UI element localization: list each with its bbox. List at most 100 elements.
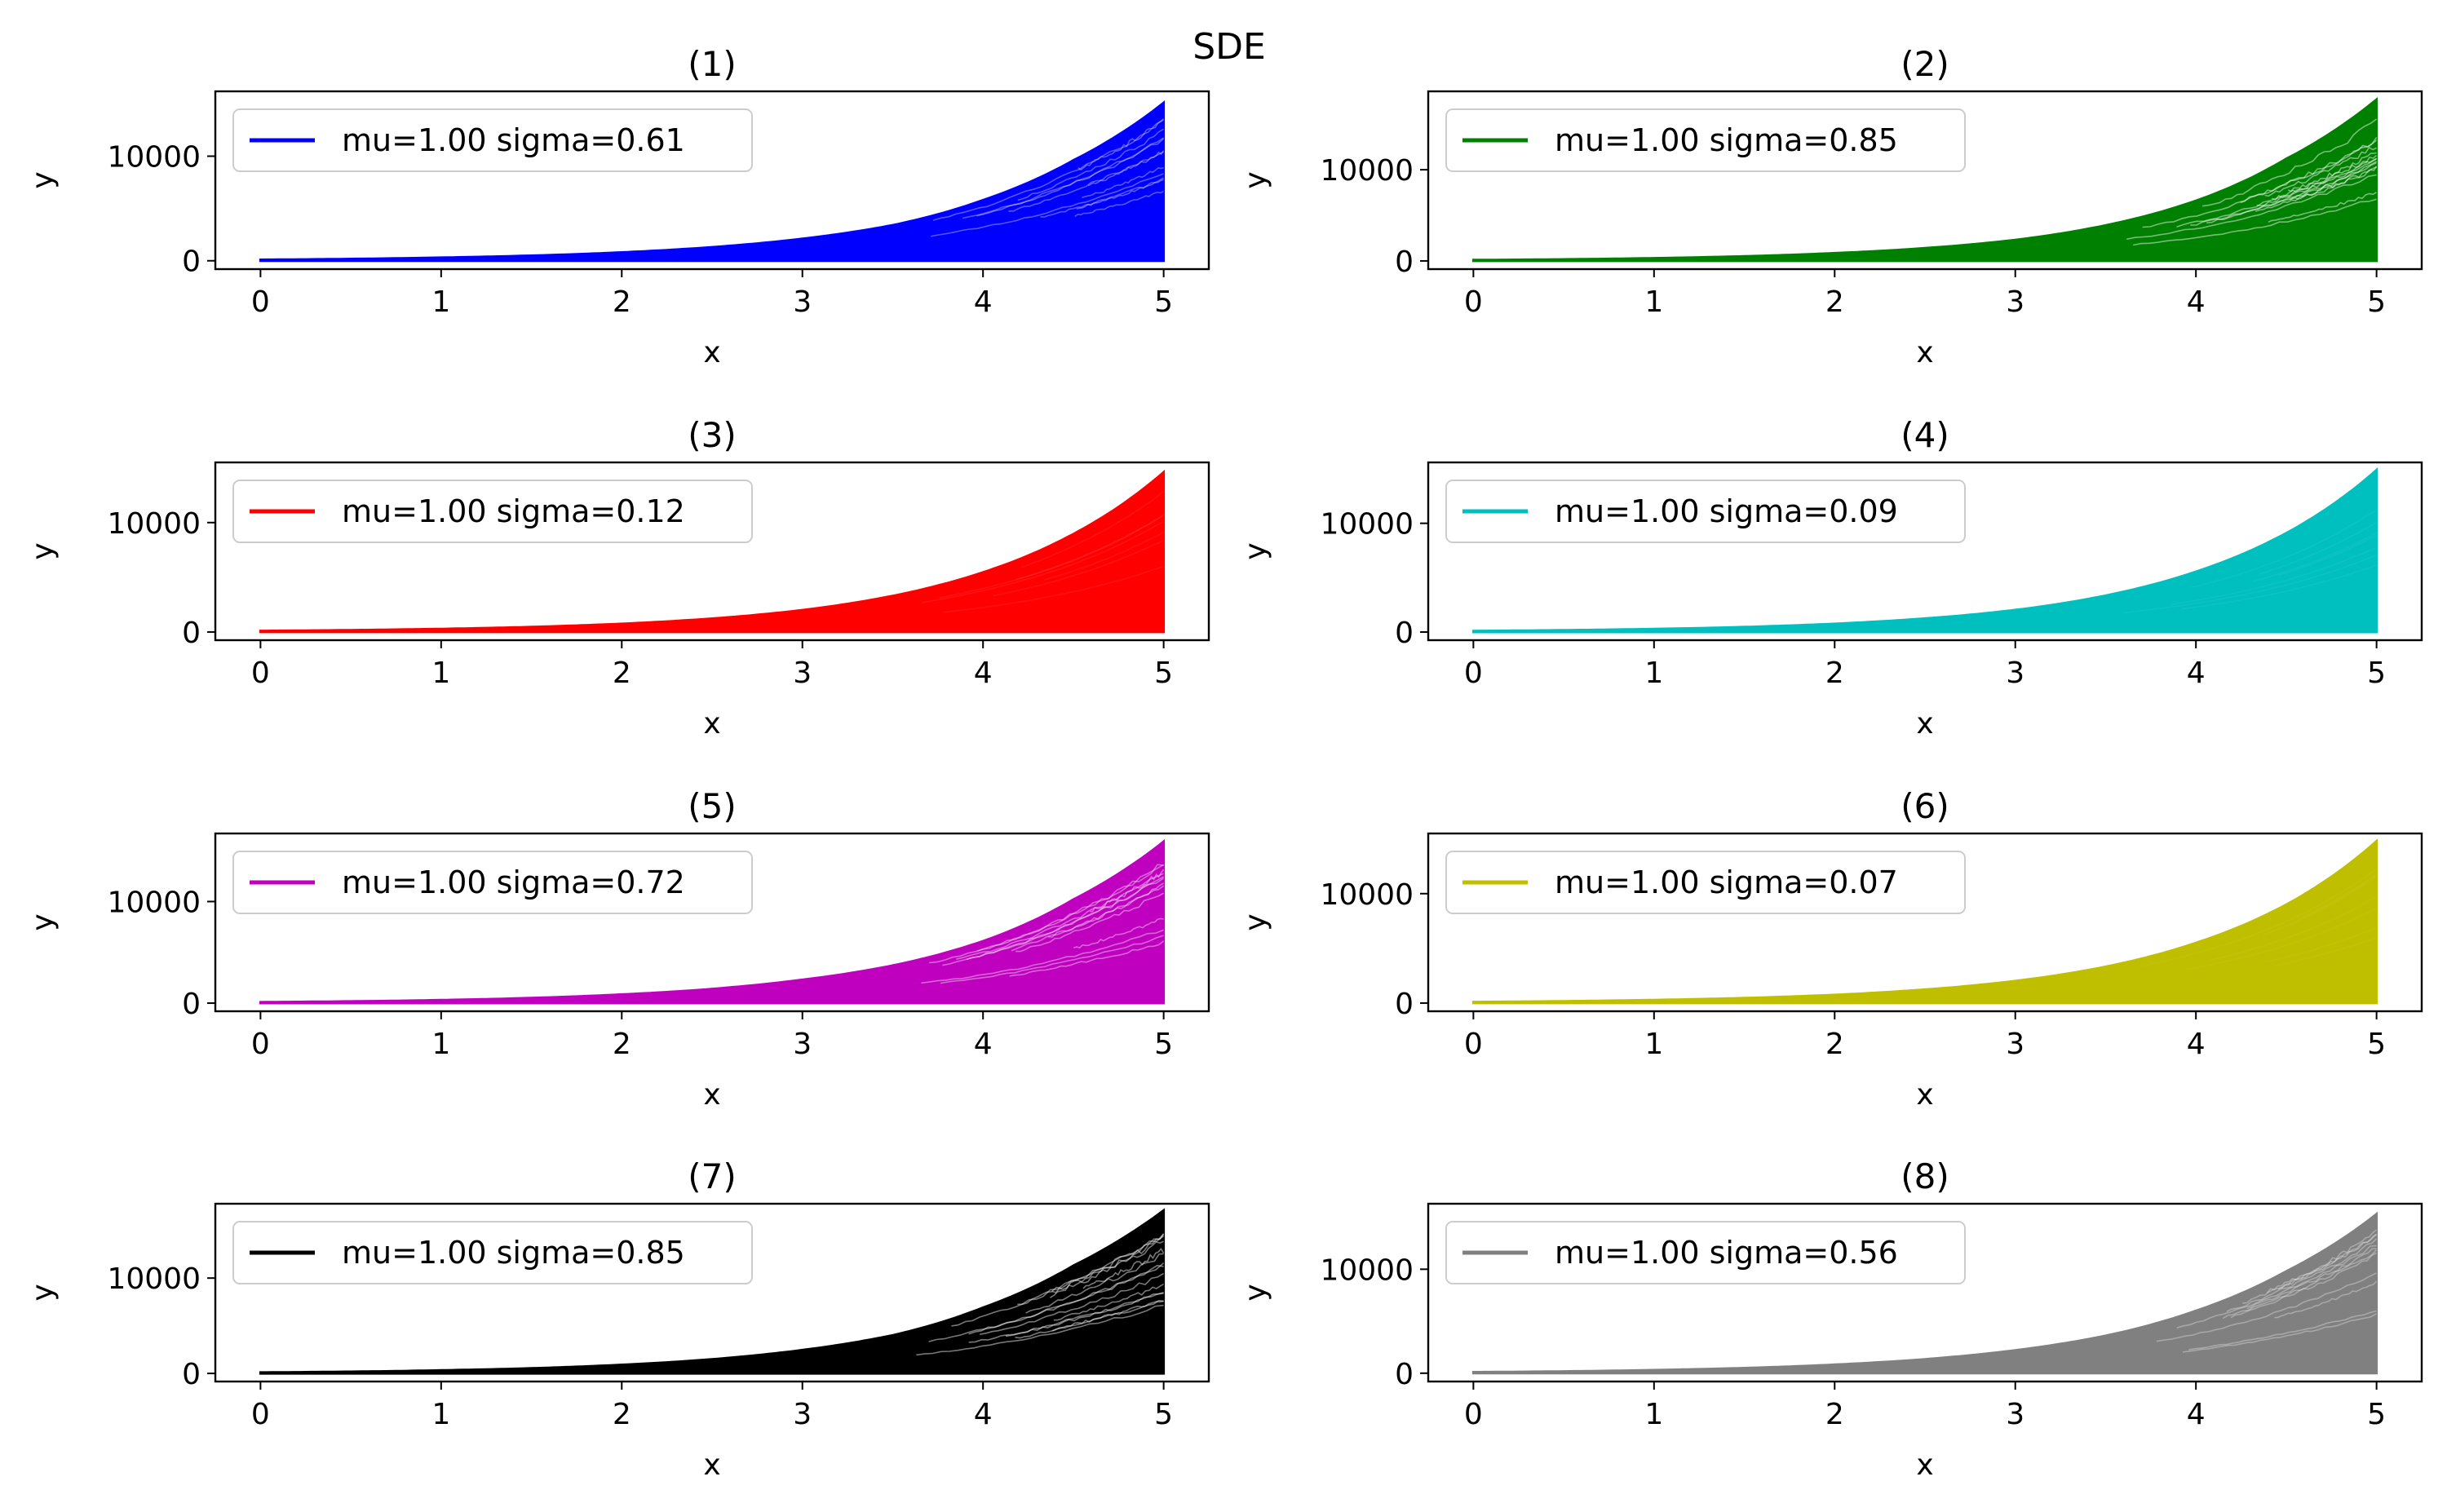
subplot-title: (5)	[688, 786, 737, 826]
x-tick-label: 5	[1154, 1028, 1173, 1061]
sde-path-gap	[968, 1264, 1164, 1335]
legend-label: mu=1.00 sigma=0.61	[342, 122, 685, 158]
sde-path-gap	[2188, 1310, 2377, 1351]
sde-envelope	[259, 1208, 1166, 1375]
subplot-4: 0 1 2 3 4 5 0 10000 (4) x y mu=1.00 sigma=0.09	[1239, 415, 2423, 741]
y-axis-label: y	[1239, 1284, 1272, 1301]
x-tick-label: 0	[251, 657, 270, 690]
sde-path-gap	[1009, 940, 1165, 977]
legend: mu=1.00 sigma=0.07	[1445, 851, 1966, 914]
x-tick-label: 5	[1154, 657, 1173, 690]
sde-path-gap	[2222, 1249, 2378, 1320]
x-tick-label: 2	[1825, 285, 1844, 319]
x-tick-label: 1	[431, 657, 450, 690]
sde-path-gap	[1087, 150, 1165, 187]
sde-path-gap	[1040, 177, 1165, 218]
sde-paths	[1471, 838, 2378, 1005]
y-tick-label: 10000	[1320, 154, 1414, 188]
axes-frame	[214, 832, 1210, 1013]
legend-label: mu=1.00 sigma=0.85	[1555, 122, 1898, 158]
x-tick-label: 2	[613, 657, 631, 690]
legend-label: mu=1.00 sigma=0.72	[342, 864, 685, 900]
sde-path-gap	[951, 1235, 1165, 1327]
sde-envelope	[259, 838, 1166, 1005]
x-tick-label: 2	[613, 1028, 631, 1061]
legend-box	[1445, 480, 1966, 543]
sde-path-gap	[2123, 554, 2377, 614]
legend: mu=1.00 sigma=0.09	[1445, 480, 1966, 543]
legend: mu=1.00 sigma=0.61	[232, 108, 753, 172]
axes-frame	[1427, 1202, 2423, 1383]
axes-frame	[1427, 90, 2423, 271]
x-tick-label: 5	[2367, 285, 2386, 319]
sde-path-gap	[2206, 161, 2377, 224]
x-axis-label: x	[1916, 336, 1933, 369]
y-tick-label: 10000	[1320, 878, 1414, 912]
y-axis-label: y	[1239, 171, 1272, 188]
x-tick-label: 4	[2187, 285, 2206, 319]
sde-path-gap	[2252, 532, 2377, 582]
sde-envelope	[1471, 96, 2378, 263]
legend-label: mu=1.00 sigma=0.12	[342, 493, 685, 529]
sde-envelope	[259, 100, 1166, 263]
sde-path-gap	[2201, 118, 2378, 207]
subplot-6: 0 1 2 3 4 5 0 10000 (6) x y mu=1.00 sigma=0.07	[1239, 786, 2423, 1112]
sde-path-gap	[2255, 166, 2377, 212]
sde-path-gap	[2246, 1248, 2377, 1310]
x-tick-label: 4	[974, 285, 993, 319]
sde-path-gap	[1005, 1293, 1164, 1337]
sde-paths	[1471, 1211, 2378, 1375]
sde-path-gap	[1073, 917, 1164, 949]
x-tick-label: 3	[2006, 657, 2024, 690]
x-axis-label: x	[703, 336, 720, 369]
y-tick-label: 10000	[107, 141, 201, 175]
sde-envelope	[1471, 1211, 2378, 1375]
x-axis-label: x	[1916, 1448, 1933, 1482]
sde-path-gap	[2274, 1280, 2378, 1319]
x-tick-label: 0	[1464, 285, 1483, 319]
axes-frame	[214, 90, 1210, 271]
x-tick-label: 1	[431, 1398, 450, 1431]
legend-box	[232, 1221, 753, 1284]
sde-path-gap	[1047, 882, 1164, 937]
x-tick-label: 3	[2006, 285, 2024, 319]
sde-path-gap	[1017, 128, 1164, 201]
sde-path-gap	[2266, 1229, 2378, 1294]
subplot-7: 0 1 2 3 4 5 0 10000 (7) x y mu=1.00 sigma=0.85	[26, 1156, 1210, 1482]
sde-paths	[259, 838, 1166, 1005]
x-tick-label: 3	[793, 1028, 812, 1061]
sde-path-gap	[2272, 154, 2378, 201]
subplot-title: (6)	[1901, 786, 1949, 826]
sde-path-gap	[2264, 146, 2377, 197]
x-tick-label: 2	[1825, 1028, 1844, 1061]
sde-path-gap	[2156, 1272, 2377, 1342]
x-tick-label: 0	[251, 1398, 270, 1431]
sde-path-gap	[2259, 521, 2378, 575]
x-tick-label: 4	[974, 1028, 993, 1061]
x-axis-label: x	[1916, 707, 1933, 741]
sde-path-gap	[1050, 1240, 1164, 1298]
subplot-8: 0 1 2 3 4 5 0 10000 (8) x y mu=1.00 sigma=0.56	[1239, 1156, 2423, 1482]
sde-path-gap	[980, 1272, 1165, 1335]
y-tick-label: 10000	[107, 886, 201, 919]
sde-path-gap	[931, 173, 1164, 237]
x-tick-label: 2	[613, 1398, 631, 1431]
sde-path-gap	[966, 876, 1164, 961]
legend-label: mu=1.00 sigma=0.07	[1555, 864, 1898, 900]
x-tick-label: 0	[1464, 1398, 1483, 1431]
sde-path-gap	[1082, 166, 1164, 198]
sde-path-gap	[1044, 531, 1165, 581]
sde-path-gap	[2176, 1245, 2377, 1329]
axes-frame	[214, 1202, 1210, 1383]
y-axis-label: y	[1239, 542, 1272, 559]
x-tick-label: 0	[1464, 657, 1483, 690]
sde-path-gap	[2133, 198, 2377, 246]
x-axis-label: x	[703, 707, 720, 741]
sde-path-gap	[1051, 1234, 1165, 1293]
x-tick-label: 4	[2187, 657, 2206, 690]
legend: mu=1.00 sigma=0.85	[1445, 108, 1966, 172]
x-tick-label: 2	[613, 285, 631, 319]
sde-path-gap	[2287, 152, 2377, 192]
x-tick-label: 4	[974, 657, 993, 690]
sde-path-gap	[2191, 509, 2378, 589]
